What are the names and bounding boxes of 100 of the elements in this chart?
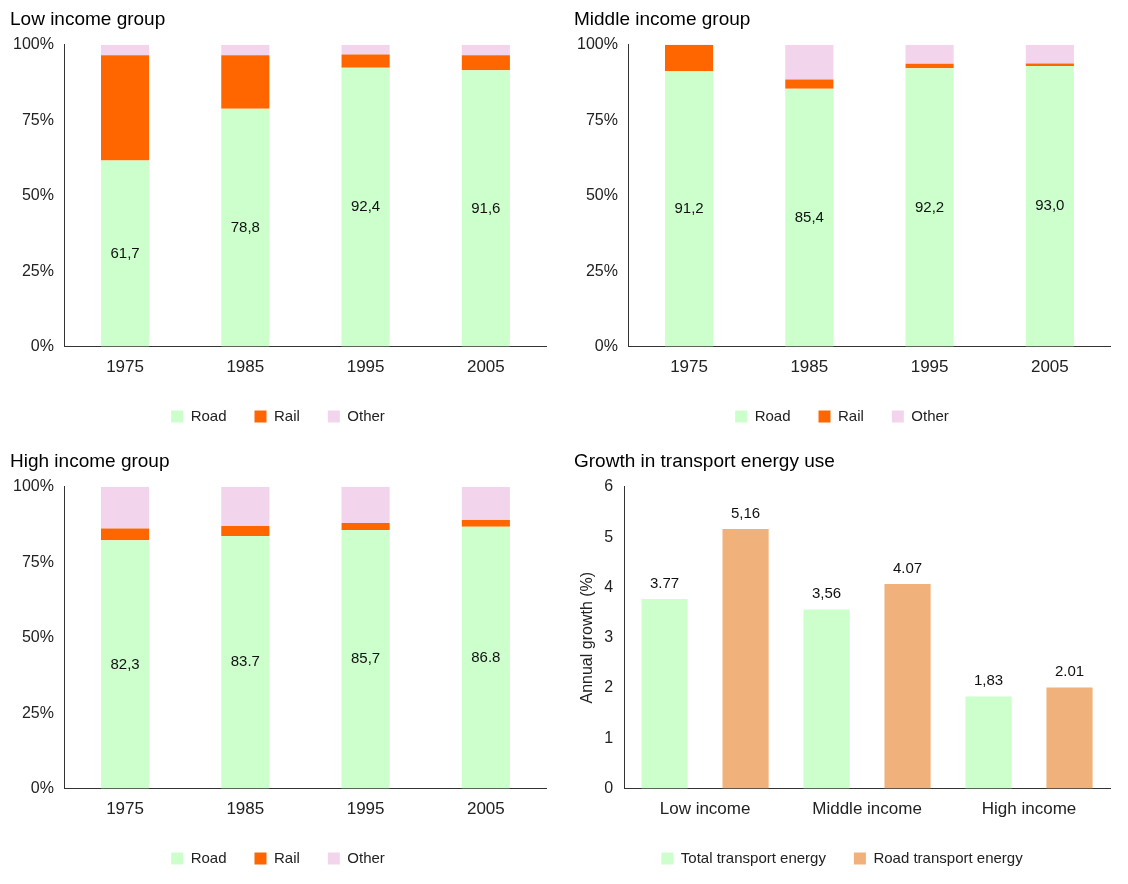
bar	[1025, 44, 1074, 64]
x-tick-label: 1975	[106, 357, 144, 377]
data-label: 85,4	[794, 207, 824, 225]
y-tick-label: 100%	[577, 35, 618, 53]
bar	[461, 520, 510, 527]
legend-label: Total transport energy	[680, 848, 827, 866]
x-tick-label: 1985	[790, 357, 829, 377]
x-tick-label: 1975	[670, 357, 708, 377]
y-tick-label: 3	[604, 628, 614, 646]
y-tick-label: 50%	[21, 186, 54, 204]
bar	[461, 486, 510, 520]
x-tick-label: 2005	[466, 357, 505, 377]
x-tick-label: 1975	[106, 799, 144, 819]
bar	[665, 71, 714, 347]
x-tick-label: 1995	[910, 357, 949, 377]
y-tick-label: 25%	[21, 703, 54, 721]
legend-label: Rail	[274, 848, 300, 866]
legend-label: Other	[347, 406, 385, 424]
bar	[785, 79, 834, 89]
bar	[722, 529, 769, 789]
x-tick-label: 1985	[226, 357, 265, 377]
legend-label: Other	[347, 848, 385, 866]
y-tick-label: 50%	[585, 186, 618, 204]
bar	[884, 583, 931, 789]
bar	[221, 44, 270, 56]
data-label: 5,16	[730, 503, 761, 521]
bar	[221, 526, 270, 536]
data-label: 86.8	[471, 647, 501, 665]
x-tick-label: Middle income	[812, 799, 922, 819]
bar	[905, 44, 954, 64]
legend-label: Road	[190, 848, 227, 866]
data-label: 4.07	[892, 558, 923, 576]
y-tick-label: 75%	[21, 552, 54, 570]
bar	[461, 55, 510, 71]
legend-label: Road transport energy	[873, 848, 1024, 866]
data-label: 61,7	[110, 243, 140, 261]
y-tick-label: 0%	[30, 337, 54, 355]
bar	[905, 68, 954, 347]
legend-label: Rail	[274, 406, 300, 424]
x-tick-label: 1985	[226, 799, 265, 819]
data-label: 92,4	[350, 197, 381, 215]
data-label: 2.01	[1054, 662, 1085, 680]
bar	[221, 55, 270, 109]
data-label: 93,0	[1035, 196, 1065, 214]
bar	[785, 44, 834, 80]
bar	[221, 108, 270, 347]
legend-label: Other	[911, 406, 949, 424]
data-label: 92,2	[914, 197, 945, 215]
legend-label: Rail	[838, 406, 864, 424]
bar	[461, 44, 510, 56]
bar	[341, 54, 390, 68]
bar	[461, 70, 510, 347]
bar	[221, 535, 270, 789]
chart-title: High income group	[10, 449, 170, 471]
chart-title: Middle income group	[574, 7, 751, 29]
x-tick-label: 1995	[346, 357, 385, 377]
y-tick-label: 100%	[13, 35, 54, 53]
x-tick-label: 2005	[1030, 357, 1069, 377]
bar	[785, 88, 834, 347]
y-tick-label: 6	[604, 477, 614, 495]
y-tick-label: 75%	[21, 110, 54, 128]
bar	[965, 696, 1012, 789]
bar	[641, 598, 688, 789]
bar	[665, 44, 714, 72]
bar	[341, 67, 390, 347]
bar	[101, 528, 150, 541]
bar	[101, 55, 150, 161]
y-tick-label: 0%	[594, 337, 618, 355]
bar	[341, 44, 390, 55]
bar	[101, 540, 150, 789]
y-tick-label: 4	[604, 577, 614, 595]
x-tick-label: 2005	[466, 799, 505, 819]
legend-label: Road	[190, 406, 227, 424]
bar	[221, 486, 270, 527]
x-tick-label: Low income	[659, 799, 751, 819]
bar	[461, 526, 510, 789]
bar	[101, 44, 150, 56]
y-tick-label: 5	[604, 527, 614, 545]
bar	[101, 160, 150, 347]
y-tick-label: 1	[604, 728, 614, 746]
bar	[341, 523, 390, 530]
y-tick-label: 100%	[13, 477, 54, 495]
y-tick-label: 0%	[30, 779, 54, 797]
data-label: 91,6	[471, 198, 501, 216]
x-tick-label: High income	[981, 799, 1077, 819]
y-tick-label: 0	[604, 779, 614, 797]
x-tick-label: 1995	[346, 799, 385, 819]
chart-title: Low income group	[10, 7, 166, 29]
bar	[101, 486, 150, 529]
bar	[341, 529, 390, 789]
y-tick-label: 50%	[21, 628, 54, 646]
chart-title: Growth in transport energy use	[574, 449, 835, 471]
data-label: 3,56	[811, 584, 842, 602]
bar	[1025, 65, 1074, 347]
data-label: 3.77	[649, 573, 680, 591]
y-tick-label: 75%	[585, 110, 618, 128]
bar	[1046, 687, 1093, 789]
data-label: 83.7	[230, 652, 260, 670]
data-label: 85,7	[350, 649, 381, 667]
data-label: 91,2	[674, 199, 704, 217]
